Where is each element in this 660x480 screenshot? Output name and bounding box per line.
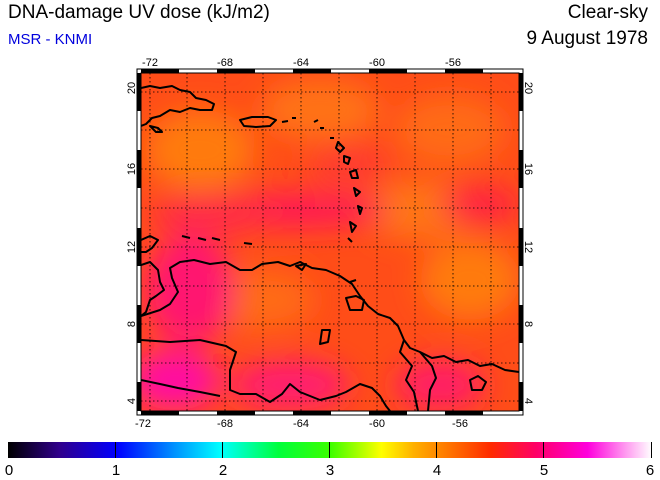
lat-tick-label: 12 <box>126 241 138 253</box>
lat-tick-label: 4 <box>522 398 534 404</box>
lat-tick-label: 20 <box>126 82 138 94</box>
lon-tick-label: -56 <box>445 57 461 69</box>
lat-tick-label: 8 <box>522 321 534 327</box>
colorbar-tick-label: 5 <box>540 462 548 479</box>
colorbar-tick-label: 1 <box>112 462 120 479</box>
lon-labels-top: -72 -68 -64 -60 -56 <box>142 57 461 69</box>
lat-tick-label: 16 <box>126 163 138 175</box>
graticule <box>141 73 519 411</box>
coastlines <box>141 85 519 411</box>
lon-tick-label: -64 <box>293 57 309 69</box>
lat-tick-label: 12 <box>522 241 534 253</box>
colorbar-tick-label: 0 <box>5 462 13 479</box>
lon-labels-bottom: -72 -68 -64 -60 -56 <box>135 418 468 430</box>
lon-tick-label: -60 <box>369 418 385 430</box>
colorbar-tick-label: 4 <box>433 462 441 479</box>
lat-tick-label: 8 <box>126 321 138 327</box>
colorbar-tick-label: 6 <box>646 462 654 479</box>
lat-tick-label: 16 <box>522 163 534 175</box>
colorbar-tick-label: 2 <box>219 462 227 479</box>
lon-tick-label: -60 <box>369 57 385 69</box>
map-frame <box>136 68 524 416</box>
map-title: DNA-damage UV dose (kJ/m2) <box>8 2 270 23</box>
lat-tick-label: 4 <box>126 398 138 404</box>
lon-tick-label: -68 <box>217 418 233 430</box>
lon-tick-label: -72 <box>135 418 151 430</box>
lat-labels-left: 4 8 12 16 20 <box>126 82 138 404</box>
lat-labels-right: 4 8 12 16 20 <box>522 82 534 404</box>
uv-dose-field <box>141 73 519 411</box>
colorbar-ticks <box>8 442 652 458</box>
colorbar-tick-label: 3 <box>326 462 334 479</box>
map-date: 9 August 1978 <box>526 28 649 49</box>
lon-tick-label: -56 <box>452 418 468 430</box>
lat-tick-label: 20 <box>522 82 534 94</box>
colorbar: 0 1 2 3 4 5 6 <box>5 442 654 479</box>
lon-tick-label: -68 <box>217 57 233 69</box>
sky-condition: Clear-sky <box>567 2 648 23</box>
source-credit: MSR - KNMI <box>8 31 93 48</box>
lon-tick-label: -72 <box>142 57 158 69</box>
lon-tick-label: -64 <box>293 418 309 430</box>
